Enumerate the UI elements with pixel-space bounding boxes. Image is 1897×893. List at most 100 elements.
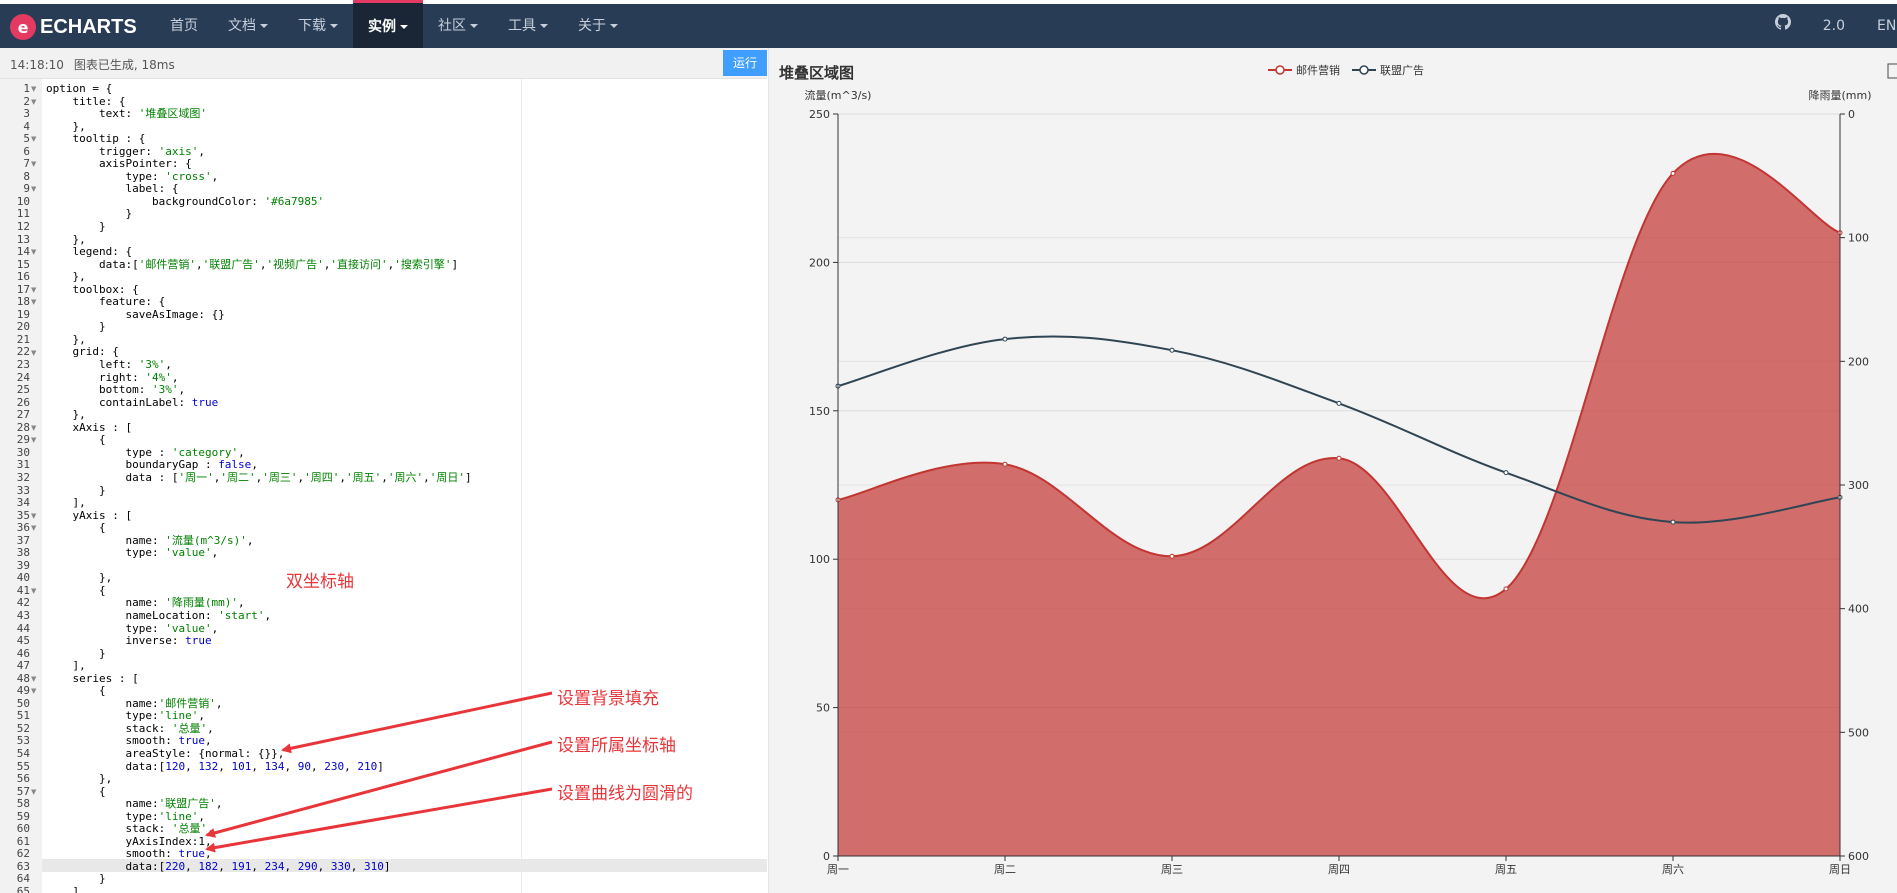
line-number: 61	[16, 834, 30, 848]
code-line: }	[46, 320, 106, 334]
run-button[interactable]: 运行	[723, 50, 767, 76]
nav-item-5[interactable]: 工具	[493, 4, 563, 48]
line-number: 9	[23, 182, 30, 196]
code-line: nameLocation: 'start',	[46, 608, 272, 622]
y-left-tick-label: 50	[816, 702, 830, 715]
fold-toggle-icon[interactable]: ▼	[31, 687, 37, 696]
line-number: 25	[16, 383, 30, 397]
legend-marker-1	[1359, 65, 1369, 75]
nav-item-0[interactable]: 首页	[170, 18, 198, 34]
data-point[interactable]	[1169, 347, 1175, 353]
code-text-area[interactable]: option = { title: { text: '堆叠区域图' }, too…	[46, 82, 472, 893]
line-number: 11	[16, 207, 30, 221]
data-point[interactable]	[1670, 170, 1676, 176]
line-number: 42	[16, 596, 30, 610]
data-point[interactable]	[1670, 519, 1676, 525]
code-line: type: 'value',	[46, 546, 219, 560]
fold-toggle-icon[interactable]: ▼	[31, 85, 37, 93]
line-number: 60	[16, 822, 30, 836]
code-line: {	[46, 583, 106, 597]
code-line: }	[46, 207, 133, 221]
data-point[interactable]	[1503, 470, 1509, 476]
annotation-axis-index: 设置所属坐标轴	[557, 736, 676, 756]
nav-item-3[interactable]: 实例	[353, 0, 423, 48]
y-right-tick-label: 400	[1848, 603, 1869, 616]
fold-toggle-icon[interactable]: ▼	[31, 674, 37, 683]
fold-toggle-icon[interactable]: ▼	[31, 348, 37, 357]
fold-toggle-icon[interactable]: ▼	[31, 97, 37, 106]
fold-toggle-icon[interactable]: ▼	[31, 185, 37, 194]
annotation-arrows	[205, 691, 553, 853]
stacked-area-chart[interactable]: 堆叠区域图 邮件营销 联盟广告 0 50 100 150 200 250 0 100 200 300 40…	[769, 48, 1897, 893]
arrow-axis-index	[205, 740, 553, 838]
github-link[interactable]	[1759, 4, 1807, 48]
line-number: 20	[16, 320, 30, 334]
editor-toolbar: 14:18:10 图表已生成, 18ms 运行	[0, 48, 767, 79]
code-line: }	[46, 220, 106, 234]
y-right-tick-label: 0	[1848, 108, 1855, 121]
fold-toggle-icon[interactable]: ▼	[31, 135, 37, 144]
language-link[interactable]: EN	[1877, 18, 1897, 34]
fold-toggle-icon[interactable]: ▼	[31, 436, 37, 445]
code-line: stack: '总量',	[46, 822, 214, 836]
line-number: 7	[23, 157, 30, 171]
fold-toggle-icon[interactable]: ▼	[31, 787, 37, 796]
data-point[interactable]	[1002, 461, 1008, 467]
save-as-image-icon[interactable]	[1887, 63, 1897, 79]
code-line: backgroundColor: '#6a7985'	[46, 194, 325, 208]
version-link[interactable]: 2.0	[1822, 18, 1845, 34]
data-point[interactable]	[1169, 553, 1175, 559]
y-right-tick-label: 100	[1848, 232, 1869, 245]
code-editor-panel: 14:18:10 图表已生成, 18ms 运行 1 2 3 4 5 6 7 8 9 10 11 12 13…	[0, 48, 767, 893]
nav-item-1[interactable]: 文档	[213, 4, 283, 48]
fold-toggle-icon[interactable]: ▼	[31, 285, 37, 294]
fold-toggle-icon[interactable]: ▼	[31, 298, 37, 307]
line-number: 54	[16, 746, 30, 760]
legend-label-1: 联盟广告	[1380, 64, 1424, 77]
line-number: 26	[16, 395, 30, 409]
y-left-tick-label: 250	[809, 108, 830, 121]
code-line: },	[46, 119, 86, 133]
data-point[interactable]	[1336, 455, 1342, 461]
line-number: 1	[23, 82, 30, 95]
line-numbers: 1 2 3 4 5 6 7 8 9 10 11 12 13 14 15 16 17 18 19 20 21 22 23 24 2…	[0, 82, 30, 893]
y-left-tick-label: 150	[809, 405, 830, 418]
line-number: 36	[16, 521, 30, 535]
logo-text: ECHARTS	[40, 15, 137, 38]
fold-toggle-icon[interactable]: ▼	[31, 423, 37, 432]
echarts-logo-icon: e	[10, 14, 36, 40]
line-number: 41	[16, 583, 30, 597]
line-number: 8	[23, 169, 30, 183]
y-right-tick-label: 300	[1848, 479, 1869, 492]
data-point[interactable]	[1002, 336, 1008, 342]
fold-toggle-icon[interactable]: ▼	[31, 511, 37, 520]
line-number: 49	[16, 684, 30, 698]
fold-toggle-icon[interactable]: ▼	[31, 524, 37, 533]
line-number: 2	[23, 94, 30, 108]
fold-toggle-icon[interactable]: ▼	[31, 587, 37, 595]
code-line: title: {	[46, 94, 126, 108]
line-number: 57	[16, 784, 30, 798]
y-right-axis-name: 降雨量(mm)	[1808, 88, 1871, 102]
code-line: {	[46, 684, 106, 698]
echarts-logo[interactable]: e ECHARTS	[10, 11, 137, 43]
code-line: type: 'cross',	[46, 169, 219, 183]
data-point[interactable]	[1503, 586, 1509, 592]
x-tick-label: 周六	[1662, 863, 1684, 876]
line-number-gutter	[0, 79, 42, 893]
fold-toggle-icon[interactable]: ▼	[31, 160, 37, 169]
code-line: name: '流量(m^3/s)',	[46, 533, 254, 547]
x-tick-label: 周三	[1161, 863, 1183, 876]
code-line: trigger: 'axis',	[46, 144, 205, 158]
code-line: data : ['周一','周二','周三','周四','周五','周六','周…	[46, 470, 472, 484]
top-navbar: e ECHARTS 首页 文档 下载 实例 社区 工具 关于 2.0 EN	[0, 0, 1897, 48]
nav-item-2[interactable]: 下载	[283, 4, 353, 48]
line-number: 52	[16, 721, 30, 735]
nav-item-4[interactable]: 社区	[423, 4, 493, 48]
nav-item-6[interactable]: 关于	[563, 4, 633, 48]
data-point[interactable]	[1336, 400, 1342, 406]
code-line: data:[220, 182, 191, 234, 290, 330, 310]	[46, 859, 391, 873]
line-number: 27	[16, 408, 30, 422]
fold-toggle-icon[interactable]: ▼	[31, 248, 37, 257]
line-number: 32	[16, 470, 30, 484]
